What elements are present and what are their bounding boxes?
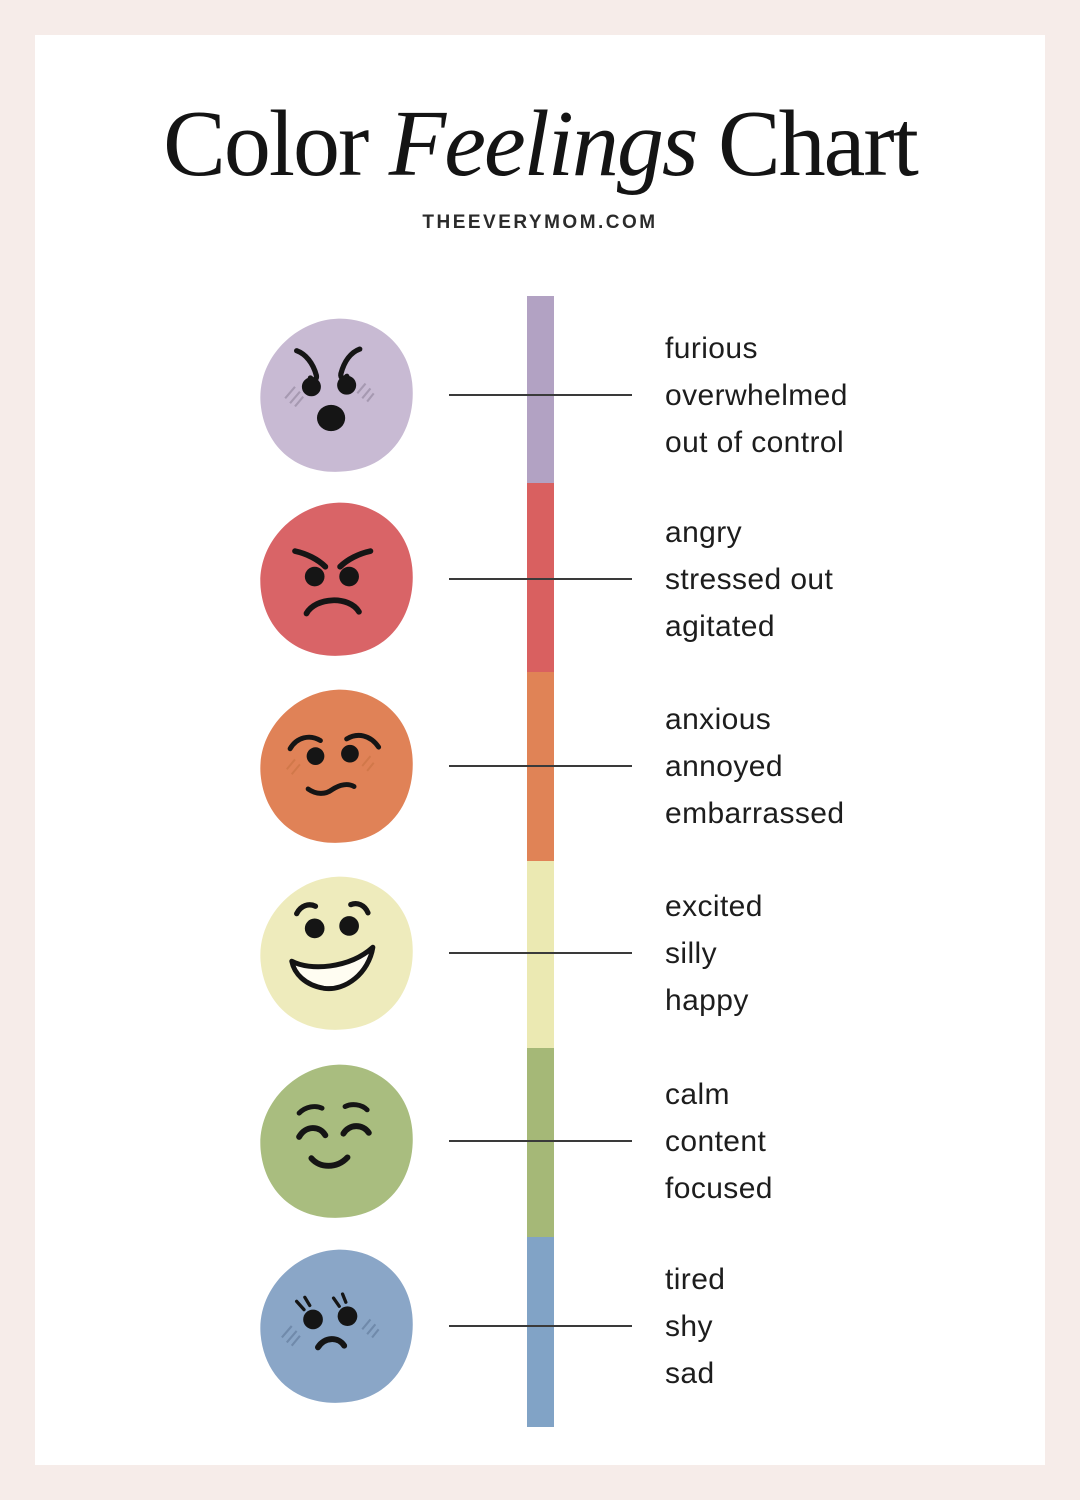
connector-line-purple [449,394,632,396]
feeling-label: overwhelmed [665,379,848,412]
feelings-label-group-red: angry stressed out agitated [665,509,985,650]
connector-line-blue [449,1325,632,1327]
content-face-icon [260,1064,413,1218]
title-word-color: Color [163,92,369,196]
color-scale-bar [527,296,554,1427]
feeling-label: excited [665,890,763,923]
feeling-label: silly [665,937,717,970]
feeling-label: annoyed [665,750,783,783]
connector-line-orange [449,765,632,767]
feelings-label-group-blue: tired shy sad [665,1256,985,1397]
connector-line-red [449,578,632,580]
page-title: Color Feelings Chart [0,92,1080,197]
grinning-face-icon [260,876,413,1030]
feeling-label: sad [665,1357,715,1390]
bar-segment-red [527,483,554,672]
feelings-label-group-green: calm content focused [665,1071,985,1212]
feeling-label: anxious [665,703,772,736]
source-url: THEEVERYMOM.COM [422,212,658,233]
feelings-label-group-purple: furious overwhelmed out of control [665,325,985,466]
feeling-label: stressed out [665,563,834,596]
sad-face-icon [260,1249,413,1403]
feeling-label: agitated [665,610,775,643]
feeling-label: focused [665,1172,773,1205]
anxious-face-icon [260,689,413,843]
feeling-label: shy [665,1310,713,1343]
furious-face-icon [260,318,413,472]
feeling-label: calm [665,1078,730,1111]
connector-line-yellow [449,952,632,954]
feelings-label-group-yellow: excited silly happy [665,883,985,1024]
bar-segment-blue [527,1237,554,1427]
connector-line-green [449,1140,632,1142]
feeling-label: happy [665,984,749,1017]
feeling-label: out of control [665,426,845,459]
bar-segment-purple [527,296,554,483]
feeling-label: embarrassed [665,797,845,830]
angry-face-icon [260,502,413,656]
title-word-chart: Chart [717,92,919,196]
feeling-label: content [665,1125,767,1158]
feeling-label: furious [665,332,758,365]
title-word-feelings: Feelings [388,92,699,196]
bar-segment-yellow [527,861,554,1048]
feeling-label: angry [665,516,743,549]
feeling-label: tired [665,1263,726,1296]
feelings-label-group-orange: anxious annoyed embarrassed [665,696,985,837]
bar-segment-green [527,1048,554,1237]
